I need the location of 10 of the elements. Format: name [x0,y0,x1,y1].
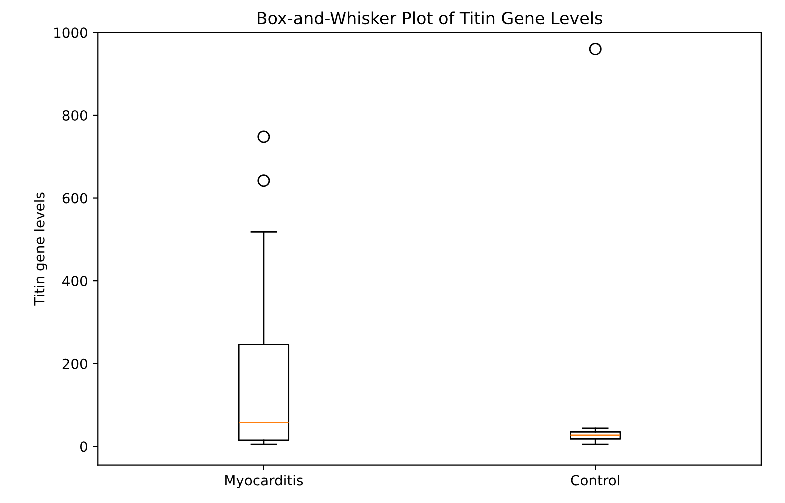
y-tick-label: 800 [62,110,88,121]
y-tick-label: 200 [62,358,88,370]
y-tick-label: 400 [62,276,88,287]
y-axis-title: Titin gene levels [34,192,48,306]
y-tick-label: 1000 [54,28,88,38]
chart-title: Box-and-Whisker Plot of Titin Gene Levels [258,12,602,25]
y-tick-label: 600 [62,193,88,204]
x-tick-label: Myocarditis [226,474,304,488]
x-tick-label: Control [571,474,620,486]
y-tick-label: 0 [80,442,88,452]
